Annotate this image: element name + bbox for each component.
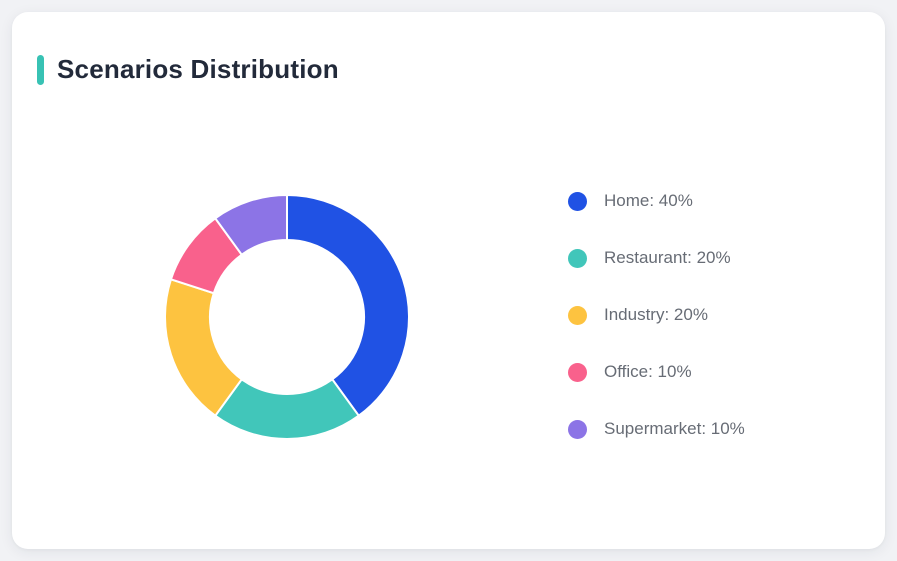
legend-item-restaurant[interactable]: Restaurant: 20% <box>568 247 745 269</box>
title-accent-bar <box>37 54 44 85</box>
donut-segment-restaurant[interactable] <box>213 377 361 440</box>
legend-item-home[interactable]: Home: 40% <box>568 190 745 212</box>
chart-legend: Home: 40% Restaurant: 20% Industry: 20% … <box>568 190 745 440</box>
legend-dot-restaurant <box>568 248 587 268</box>
legend-item-industry[interactable]: Industry: 20% <box>568 304 745 326</box>
page-title: Scenarios Distribution <box>57 54 339 84</box>
scenarios-distribution-card: Scenarios Distribution Home: 40% Restaur… <box>12 12 885 549</box>
legend-label-restaurant: Restaurant: 20% <box>604 248 731 267</box>
donut-chart <box>164 193 410 440</box>
card-header: Scenarios Distribution <box>37 54 339 85</box>
donut-segment-home[interactable] <box>286 193 410 418</box>
donut-chart-container <box>162 192 412 442</box>
legend-item-supermarket[interactable]: Supermarket: 10% <box>568 418 745 440</box>
legend-label-office: Office: 10% <box>604 362 692 381</box>
legend-item-office[interactable]: Office: 10% <box>568 361 745 383</box>
donut-segment-industry[interactable] <box>164 278 244 418</box>
legend-label-supermarket: Supermarket: 10% <box>604 419 745 438</box>
legend-label-industry: Industry: 20% <box>604 305 708 324</box>
legend-label-home: Home: 40% <box>604 191 693 210</box>
legend-dot-industry <box>568 305 587 325</box>
legend-dot-home <box>568 191 587 211</box>
legend-dot-office <box>568 362 587 382</box>
donut-segment-supermarket[interactable] <box>213 193 288 257</box>
legend-dot-supermarket <box>568 419 587 439</box>
